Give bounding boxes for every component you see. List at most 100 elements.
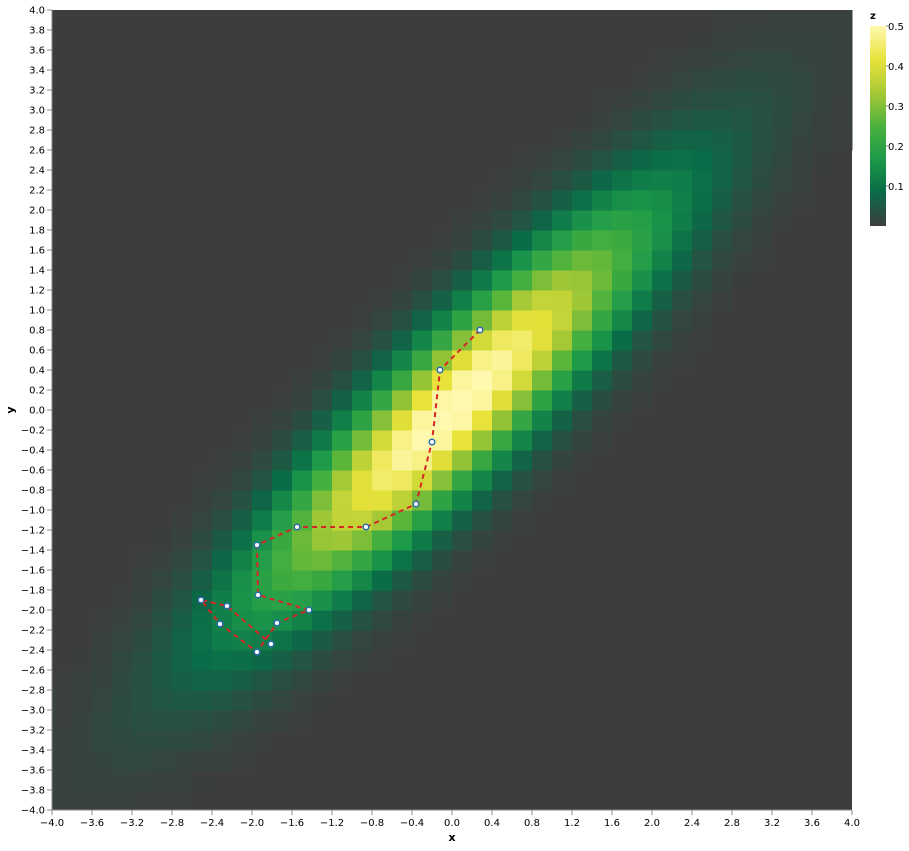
heatmap-cell (252, 570, 273, 591)
heatmap-cell (312, 650, 333, 671)
heatmap-cell (652, 110, 673, 131)
y-tick-label: 3.0 (29, 106, 45, 117)
heatmap-cell (272, 470, 293, 491)
heatmap-cell (492, 390, 513, 411)
heatmap-cell (112, 610, 133, 631)
heatmap-cell (392, 530, 413, 551)
heatmap-cell (752, 50, 773, 71)
y-tick-label: −1.6 (21, 566, 45, 577)
y-tick-label: 3.2 (29, 86, 45, 97)
heatmap-cell (612, 150, 633, 171)
heatmap-cell (332, 530, 353, 551)
heatmap-cell (112, 750, 133, 771)
x-tick-label: 3.2 (764, 818, 780, 829)
heatmap-cell (412, 570, 433, 591)
heatmap-cell (472, 470, 493, 491)
heatmap-cell (232, 710, 253, 731)
heatmap-cell (312, 450, 333, 471)
heatmap-cell (172, 710, 193, 731)
y-tick-label: 0.2 (29, 386, 45, 397)
heatmap-cell (552, 370, 573, 391)
heatmap-cell (92, 790, 113, 811)
heatmap-cell (652, 170, 673, 191)
heatmap-cell (212, 490, 233, 511)
heatmap-cell (112, 570, 133, 591)
heatmap-cell (332, 390, 353, 411)
heatmap-cell (612, 90, 633, 111)
heatmap-cell (492, 350, 513, 371)
heatmap-cell (452, 350, 473, 371)
heatmap-cell (432, 450, 453, 471)
heatmap-cell (312, 590, 333, 611)
heatmap-cell (692, 250, 713, 271)
heatmap-cell (192, 470, 213, 491)
heatmap-cell (472, 390, 493, 411)
heatmap-cell (552, 190, 573, 211)
heatmap-cell (452, 310, 473, 331)
heatmap-cell (712, 130, 733, 151)
x-tick-label: 0.4 (484, 818, 500, 829)
heatmap-cell (712, 170, 733, 191)
heatmap-cell (352, 390, 373, 411)
heatmap-cell (572, 230, 593, 251)
heatmap-cell (512, 370, 533, 391)
heatmap-cell (572, 250, 593, 271)
heatmap-cell (632, 110, 653, 131)
heatmap-cell (792, 90, 813, 111)
heatmap-cell (672, 350, 693, 371)
heatmap-cell (432, 330, 453, 351)
heatmap-cell (112, 650, 133, 671)
heatmap-cell (512, 290, 533, 311)
heatmap-cell (632, 70, 653, 91)
heatmap-cell (752, 250, 773, 271)
heatmap-cell (572, 210, 593, 231)
heatmap-cell (412, 270, 433, 291)
heatmap-cell (512, 210, 533, 231)
heatmap-cell (392, 290, 413, 311)
heatmap-cell (372, 350, 393, 371)
heatmap-cell (492, 490, 513, 511)
heatmap-cell (352, 470, 373, 491)
heatmap-cell (372, 290, 393, 311)
heatmap-cell (312, 570, 333, 591)
heatmap-cell (632, 230, 653, 251)
heatmap-cell (752, 110, 773, 131)
heatmap-cell (612, 110, 633, 131)
heatmap-cell (572, 390, 593, 411)
heatmap-cell (132, 690, 153, 711)
heatmap-cell (572, 170, 593, 191)
series-layer (197, 326, 484, 656)
heatmap-cell (532, 210, 553, 231)
heatmap-cell (112, 790, 133, 811)
heatmap-cell (412, 590, 433, 611)
heatmap-cell (252, 730, 273, 751)
heatmap-cell (812, 130, 833, 151)
heatmap-cell (392, 570, 413, 591)
heatmap-cell (592, 110, 613, 131)
heatmap-cell (332, 570, 353, 591)
heatmap-cell (152, 690, 173, 711)
heatmap-cell (172, 730, 193, 751)
heatmap-cell (592, 310, 613, 331)
heatmap-cell (212, 710, 233, 731)
heatmap-cell (372, 270, 393, 291)
heatmap-cell (572, 110, 593, 131)
heatmap-cell (652, 290, 673, 311)
heatmap-cell (732, 130, 753, 151)
heatmap-cell (352, 650, 373, 671)
heatmap-cell (752, 150, 773, 171)
heatmap-cell (452, 230, 473, 251)
heatmap-cell (392, 350, 413, 371)
heatmap-cell (412, 510, 433, 531)
heatmap-cell (712, 50, 733, 71)
heatmap-cell (152, 550, 173, 571)
series-point (428, 438, 436, 446)
heatmap-cell (332, 550, 353, 571)
heatmap-cell (532, 190, 553, 211)
heatmap-cell (832, 90, 853, 111)
y-tick-label: −1.4 (21, 546, 45, 557)
heatmap-cell (292, 630, 313, 651)
y-tick-label: −2.6 (21, 666, 45, 677)
heatmap-cell (632, 350, 653, 371)
heatmap-cell (632, 290, 653, 311)
